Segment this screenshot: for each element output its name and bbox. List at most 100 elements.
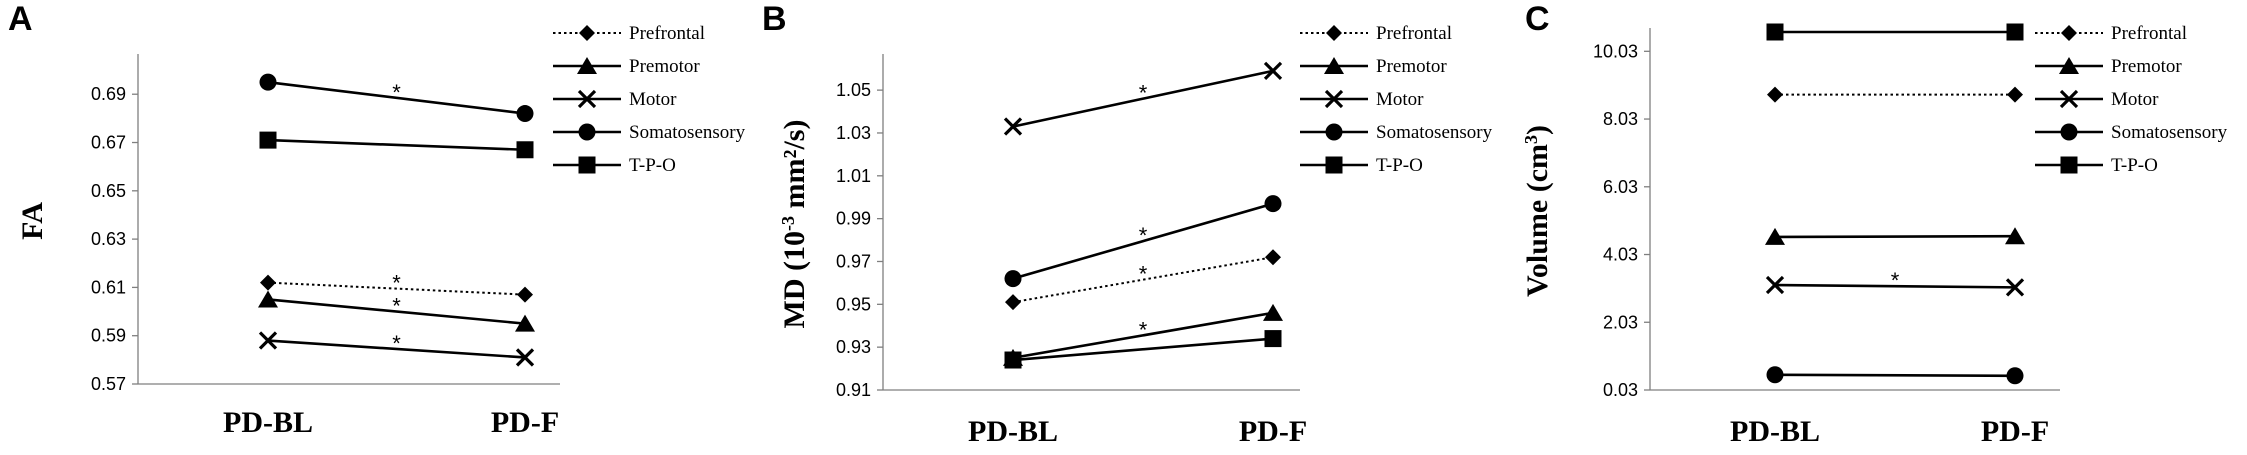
legend-label: Motor [629, 89, 677, 110]
series-line [1012, 311, 1274, 360]
y-tick-label: 8.03 [1603, 109, 1638, 129]
y-tick-label: 2.03 [1603, 312, 1638, 332]
x-tick-label: PD-F [1981, 415, 2049, 448]
series-line [267, 138, 526, 152]
series-line [1774, 283, 2016, 289]
data-point [2005, 227, 2025, 245]
data-point [1003, 117, 1023, 136]
y-axis-label-suffix: mm²/s) [778, 120, 811, 216]
series-premotor: * [258, 290, 535, 332]
series-somatosensory: * [1004, 195, 1282, 288]
significance-star: * [392, 80, 401, 105]
y-tick-label: 1.03 [836, 123, 871, 143]
significance-star: * [392, 331, 401, 356]
data-point [1264, 330, 1282, 348]
legend-marker [578, 123, 596, 141]
significance-star: * [1139, 223, 1148, 248]
data-point [1264, 195, 1282, 213]
legend-label: T-P-O [2111, 155, 2158, 176]
legend-label: Premotor [2111, 56, 2182, 77]
legend-marker [1326, 25, 1342, 41]
legend-marker [579, 25, 595, 41]
legend-label: Prefrontal [1376, 23, 1452, 44]
y-axis-label-suffix: ) [1521, 125, 1554, 135]
x-tick-label: PD-BL [223, 406, 313, 439]
data-point [1765, 227, 1785, 245]
significance-star: * [1139, 81, 1148, 106]
legend-marker [1324, 57, 1344, 74]
y-tick-label: 0.63 [91, 229, 126, 249]
legend-marker [2060, 156, 2078, 174]
legend-label: Motor [1376, 89, 1424, 110]
series-somatosensory: * [259, 73, 534, 123]
data-point [1263, 61, 1283, 80]
y-axis-label: FA [16, 202, 49, 240]
y-tick-label: 0.97 [836, 251, 871, 271]
legend-marker [2059, 57, 2079, 74]
y-axis-label: MD (10-3 mm²/s) [778, 120, 811, 329]
series-prefrontal: * [1005, 249, 1281, 311]
panel-b: B 0.91 0.93 0.95 0.97 0.99 1.01 1.03 1.05 PD-BL PD… [762, 0, 1493, 448]
significance-star: * [392, 294, 401, 319]
y-axis-label: Volume (cm3) [1521, 125, 1554, 297]
legend-marker [2060, 123, 2078, 141]
legend: Prefrontal Premotor Motor Somatosensory T-P-… [2035, 23, 2228, 176]
y-axis-label-main: FA [16, 202, 49, 240]
y-axis-label-main: Volume (cm [1521, 144, 1554, 297]
data-point [259, 73, 277, 91]
legend-label: Premotor [629, 56, 700, 77]
series-t-p-o [1766, 23, 2024, 41]
data-point [1265, 249, 1281, 266]
data-point [517, 286, 533, 303]
y-tick-label: 0.57 [91, 374, 126, 394]
y-axis-label-sup: -3 [778, 216, 798, 231]
x-tick-label: PD-F [1239, 415, 1307, 448]
panel-letter: B [762, 0, 787, 38]
legend-marker [1325, 156, 1343, 174]
data-point [1766, 23, 1784, 41]
series-line [1774, 373, 2016, 378]
panel-a: A 0.57 0.59 0.61 0.63 0.65 0.67 0.69 PD-BL PD-F FA… [8, 0, 746, 439]
y-axis-label-sup: 3 [1521, 135, 1541, 144]
panel-letter: C [1525, 0, 1550, 38]
data-point [259, 131, 277, 149]
y-tick-label: 0.93 [836, 337, 871, 357]
data-point [260, 274, 276, 291]
data-point [258, 331, 278, 350]
data-point [516, 105, 534, 123]
series-line [267, 281, 526, 296]
series-line [1012, 202, 1274, 280]
y-tick-label: 0.65 [91, 181, 126, 201]
data-point [2006, 367, 2024, 385]
panel-letter: A [8, 0, 33, 38]
series-motor: * [1765, 268, 2025, 297]
significance-star: * [1139, 317, 1148, 342]
legend-marker [2059, 89, 2079, 109]
legend: Prefrontal Premotor Motor Somatosensory T-P-… [553, 23, 746, 176]
data-point [2007, 86, 2023, 103]
legend-label: T-P-O [1376, 155, 1423, 176]
significance-star: * [1139, 262, 1148, 287]
y-tick-label: 0.95 [836, 294, 871, 314]
series-line [267, 80, 526, 115]
series-t-p-o [1004, 330, 1282, 369]
data-point [1004, 270, 1022, 288]
series-motor: * [258, 331, 535, 367]
legend-marker [2061, 25, 2077, 41]
y-tick-label: 0.67 [91, 133, 126, 153]
data-point [1767, 86, 1783, 103]
legend: Prefrontal Premotor Motor Somatosensory T-P-… [1300, 23, 1493, 176]
y-tick-label: 0.61 [91, 277, 126, 297]
y-tick-label: 1.01 [836, 166, 871, 186]
legend-label: Premotor [1376, 56, 1447, 77]
y-tick-label: 10.03 [1593, 41, 1638, 61]
data-point [2006, 23, 2024, 41]
y-tick-label: 0.03 [1603, 380, 1638, 400]
significance-star: * [1891, 268, 1900, 293]
series-somatosensory [1766, 366, 2024, 385]
series-t-p-o [259, 131, 534, 159]
data-point [515, 348, 535, 367]
legend-marker [578, 156, 596, 174]
legend-label: T-P-O [629, 155, 676, 176]
